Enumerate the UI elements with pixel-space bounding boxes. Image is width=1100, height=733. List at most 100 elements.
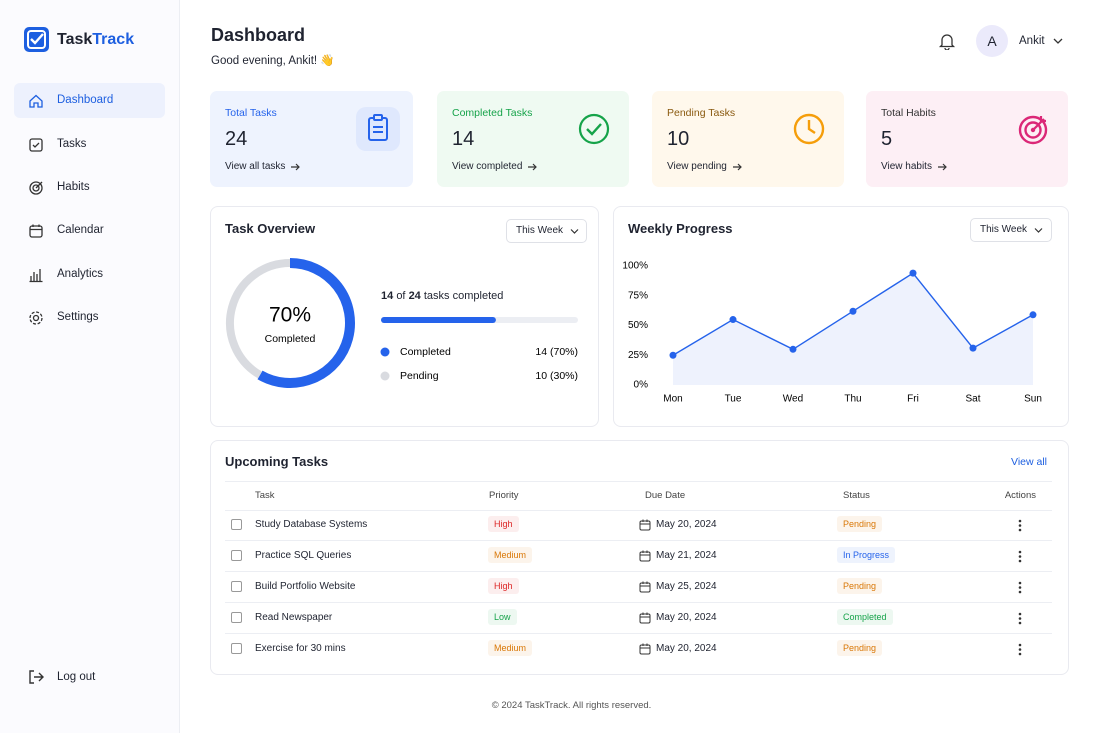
- row-checkbox[interactable]: [231, 612, 242, 623]
- arrow-icon: [938, 163, 947, 171]
- chevron[interactable]: [1053, 37, 1063, 45]
- stat-label: Completed Tasks: [452, 107, 533, 119]
- status-badge: Pending: [837, 578, 883, 594]
- task-name: Exercise for 30 mins: [255, 643, 346, 654]
- actions-menu[interactable]: [1017, 581, 1023, 594]
- avatar[interactable]: A: [976, 25, 1008, 57]
- task-name: Read Newspaper: [255, 612, 333, 623]
- nav-icon[interactable]: [28, 93, 44, 109]
- bell-icon[interactable]: [938, 32, 956, 50]
- divider: [225, 510, 1052, 511]
- status-badge: Pending: [837, 516, 883, 532]
- column-header: Actions: [1004, 490, 1036, 501]
- divider: [225, 481, 1052, 482]
- summary-joiner: of: [396, 290, 406, 302]
- due-date: May 25, 2024: [656, 581, 717, 592]
- stat-card: [652, 91, 844, 187]
- arrow-icon: [733, 163, 742, 171]
- nav-item[interactable]: Analytics: [57, 268, 104, 280]
- stat-link[interactable]: View pending: [667, 161, 727, 172]
- calendar-icon: [639, 550, 651, 562]
- column-header: Status: [843, 490, 870, 501]
- status-badge: Completed: [837, 609, 893, 625]
- row-checkbox[interactable]: [231, 581, 242, 592]
- logo-icon: [24, 27, 49, 52]
- logout-icon: [29, 670, 44, 684]
- priority-badge: High: [488, 516, 519, 532]
- nav-icon[interactable]: [28, 180, 44, 196]
- panel-title: Weekly Progress: [628, 221, 733, 236]
- stat-icon: [356, 107, 400, 151]
- task-name: Practice SQL Queries: [255, 550, 352, 561]
- progress-summary: 14 of 24 tasks completed: [381, 290, 503, 302]
- stat-icon: [578, 113, 610, 145]
- arrow-icon: [291, 163, 300, 171]
- calendar-icon: [639, 581, 651, 593]
- stat-value: 14: [452, 128, 475, 150]
- summary-done: 14: [381, 290, 394, 302]
- row-checkbox[interactable]: [231, 519, 242, 530]
- stat-link[interactable]: View all tasks: [225, 161, 286, 172]
- greeting: Good evening, Ankit! 👋: [211, 55, 335, 67]
- column-header: Task: [255, 490, 275, 501]
- calendar-icon: [639, 612, 651, 624]
- row-checkbox[interactable]: [231, 550, 242, 561]
- stat-link[interactable]: View completed: [452, 161, 523, 172]
- priority-badge: Low: [488, 609, 517, 625]
- stat-card: [866, 91, 1068, 187]
- stat-icon: [793, 113, 825, 145]
- actions-menu[interactable]: [1017, 612, 1023, 625]
- stat-label: Pending Tasks: [667, 107, 736, 119]
- brand-part: Track: [92, 31, 135, 48]
- column-header: Priority: [489, 490, 519, 501]
- nav-item[interactable]: Tasks: [57, 138, 87, 150]
- nav-item[interactable]: Habits: [57, 181, 90, 193]
- priority-badge: Medium: [488, 640, 533, 656]
- stat-link[interactable]: View habits: [881, 161, 932, 172]
- stat-value: 5: [881, 128, 893, 150]
- priority-badge: Medium: [488, 547, 533, 563]
- nav-icon[interactable]: [28, 310, 44, 326]
- divider: [225, 602, 1052, 603]
- brand-part: Task: [57, 31, 93, 48]
- nav-icon[interactable]: [28, 223, 44, 239]
- view-all-link[interactable]: View all: [1011, 456, 1047, 468]
- task-name: Build Portfolio Website: [255, 581, 356, 592]
- row-checkbox[interactable]: [231, 643, 242, 654]
- stat-value: 10: [667, 128, 690, 150]
- stat-icon: [1018, 115, 1048, 145]
- task-name: Study Database Systems: [255, 519, 368, 530]
- actions-menu[interactable]: [1017, 519, 1023, 532]
- divider: [225, 540, 1052, 541]
- period-dropdown[interactable]: This Week: [506, 219, 587, 243]
- arrow-icon: [528, 163, 537, 171]
- nav-icon[interactable]: [28, 267, 44, 283]
- nav-item[interactable]: Calendar: [57, 224, 104, 236]
- actions-menu[interactable]: [1017, 643, 1023, 656]
- nav-item[interactable]: Dashboard: [57, 94, 114, 106]
- sidebar: [0, 0, 180, 733]
- chevron[interactable]: [1034, 227, 1043, 234]
- nav-active-bg: [14, 83, 165, 118]
- stat-value: 24: [225, 128, 248, 150]
- logout[interactable]: Log out: [57, 671, 96, 683]
- page-title: Dashboard: [211, 25, 306, 45]
- divider: [225, 633, 1052, 634]
- actions-menu[interactable]: [1017, 550, 1023, 563]
- chevron[interactable]: [570, 228, 579, 235]
- due-date: May 20, 2024: [656, 519, 717, 530]
- nav-icon[interactable]: [28, 137, 44, 153]
- divider: [225, 571, 1052, 572]
- user-name[interactable]: Ankit: [1019, 35, 1045, 47]
- brand: TaskTrack: [57, 31, 134, 49]
- panel-title: Upcoming Tasks: [225, 454, 329, 469]
- due-date: May 21, 2024: [656, 550, 717, 561]
- column-header: Due Date: [645, 490, 686, 501]
- period-dropdown[interactable]: This Week: [970, 218, 1052, 242]
- stat-card: [437, 91, 629, 187]
- nav-item[interactable]: Settings: [57, 311, 99, 323]
- due-date: May 20, 2024: [656, 643, 717, 654]
- stat-label: Total Tasks: [225, 107, 277, 119]
